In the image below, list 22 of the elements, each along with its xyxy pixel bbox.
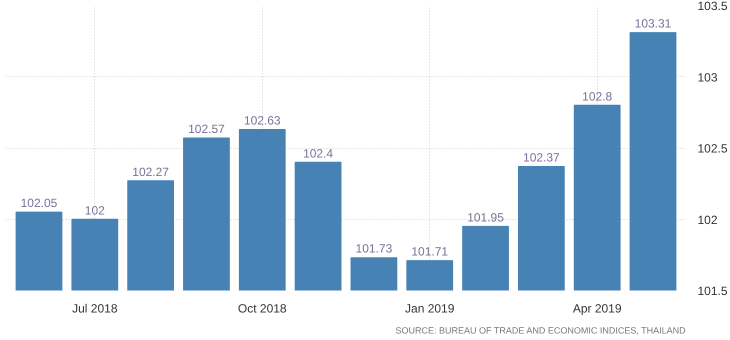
y-tick-label: 102.5 xyxy=(698,142,728,156)
y-tick-label: 101.5 xyxy=(698,284,728,298)
data-label: 101.73 xyxy=(356,242,393,256)
source-note: SOURCE: BUREAU OF TRADE AND ECONOMIC INDICES, THAILAND xyxy=(395,326,686,336)
y-tick-label: 102 xyxy=(698,212,718,227)
data-label: 102.37 xyxy=(523,150,560,165)
data-label: 101.95 xyxy=(467,210,504,224)
data-label: 102.57 xyxy=(188,122,226,136)
x-tick-label: Apr 2019 xyxy=(572,302,622,316)
y-tick-label: 103 xyxy=(698,70,718,84)
x-tick-label: Jan 2019 xyxy=(405,302,455,316)
data-label: 101.71 xyxy=(411,244,448,259)
data-label: 102.4 xyxy=(303,146,334,160)
data-label: 102.8 xyxy=(582,89,613,104)
data-label: 103.31 xyxy=(634,16,672,31)
data-label: 102.63 xyxy=(244,113,281,128)
data-label: 102.27 xyxy=(132,164,170,179)
y-tick-label: 103.5 xyxy=(698,0,728,13)
x-tick-label: Oct 2018 xyxy=(238,302,287,316)
x-tick-label: Jul 2018 xyxy=(72,302,118,316)
data-label: 102.05 xyxy=(20,196,58,210)
data-label: 102 xyxy=(84,203,106,218)
